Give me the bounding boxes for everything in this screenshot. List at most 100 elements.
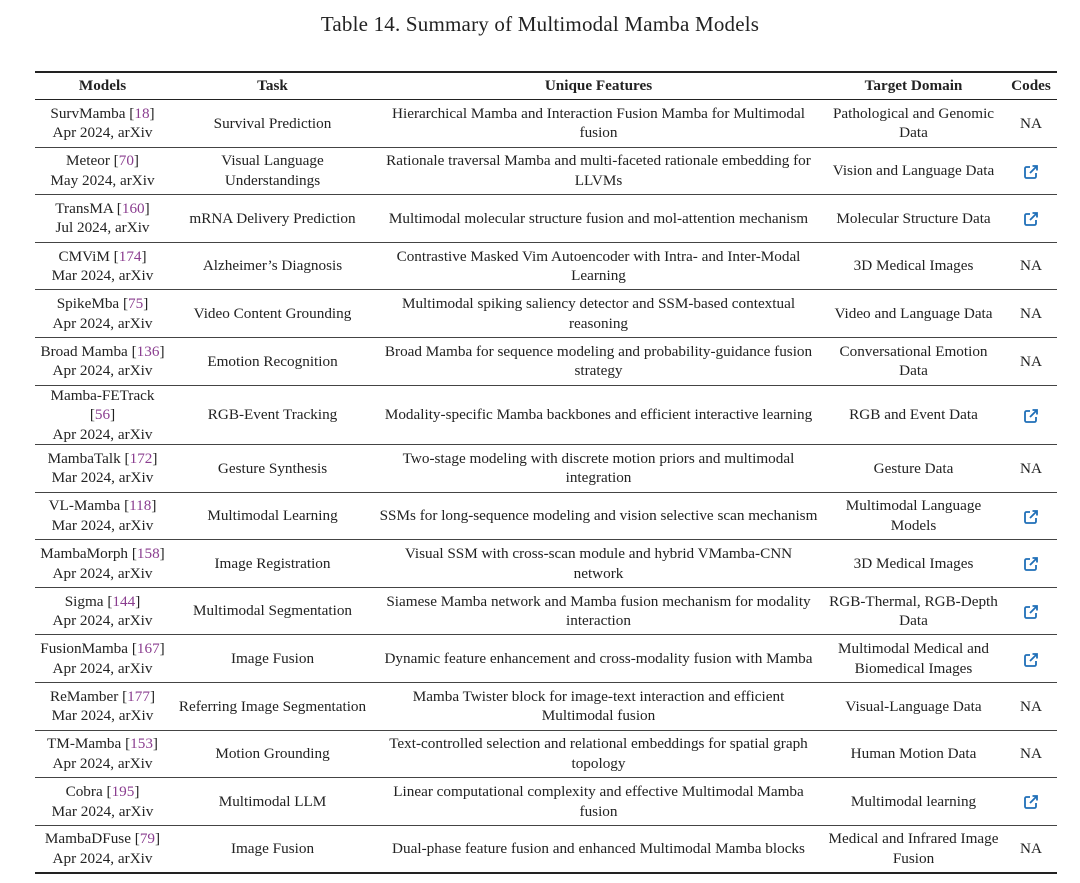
- reference-link[interactable]: 153: [130, 735, 153, 753]
- reference-link[interactable]: 136: [136, 342, 160, 360]
- task-cell: Video Content Grounding: [193, 304, 352, 322]
- codes-cell: [1005, 635, 1057, 683]
- model-name: VL-Mamba: [48, 497, 121, 515]
- model-name: TransMA: [55, 199, 113, 217]
- task-cell: Multimodal LLM: [218, 792, 327, 810]
- codes-cell: NA: [1005, 683, 1057, 731]
- external-link-icon[interactable]: [1023, 604, 1039, 620]
- model-cell: Cobra [195] Mar 2024, arXiv: [51, 783, 154, 820]
- external-link-icon[interactable]: [1023, 794, 1039, 810]
- features-cell: Hierarchical Mamba and Interaction Fusio…: [392, 104, 805, 142]
- table-row: TransMA [160] Jul 2024, arXiv mRNA Delive…: [35, 195, 1057, 243]
- model-cell: TM-Mamba [153] Apr 2024, arXiv: [47, 735, 158, 772]
- external-link-icon[interactable]: [1023, 556, 1039, 572]
- model-date: Apr 2024, arXiv: [52, 124, 153, 142]
- task-cell: Image Fusion: [230, 649, 315, 667]
- reference-link[interactable]: 144: [112, 592, 136, 610]
- table-row: Cobra [195] Mar 2024, arXiv Multimodal LL…: [35, 778, 1057, 826]
- code-na: NA: [1020, 840, 1042, 858]
- domain-cell: Visual-Language Data: [845, 697, 982, 715]
- task-cell: Survival Prediction: [213, 114, 332, 132]
- model-cell: Broad Mamba [136] Apr 2024, arXiv: [40, 342, 165, 380]
- reference-link[interactable]: 18: [134, 104, 150, 122]
- header-task: Task: [257, 77, 288, 95]
- model-date: Apr 2024, arXiv: [52, 659, 153, 677]
- task-cell: Image Fusion: [230, 840, 315, 858]
- task-cell: RGB-Event Tracking: [207, 406, 338, 424]
- reference-link[interactable]: 70: [118, 152, 134, 170]
- code-na: NA: [1020, 352, 1042, 370]
- domain-cell: Conversational Emotion Data: [839, 342, 988, 380]
- features-cell: SSMs for long-sequence modeling and visi…: [379, 507, 818, 525]
- model-date: Apr 2024, arXiv: [52, 849, 153, 867]
- reference-link[interactable]: 79: [139, 830, 156, 848]
- codes-cell: NA: [1005, 730, 1057, 778]
- model-date: Mar 2024, arXiv: [51, 802, 154, 820]
- codes-cell: NA: [1005, 290, 1057, 338]
- features-cell: Contrastive Masked Vim Autoencoder with …: [396, 247, 801, 285]
- table-row: CMViM [174] Mar 2024, arXiv Alzheimer’s D…: [35, 242, 1057, 290]
- external-link-icon[interactable]: [1023, 408, 1039, 424]
- features-cell: Visual SSM with cross-scan module and hy…: [404, 545, 793, 582]
- reference-link[interactable]: 56: [94, 406, 111, 424]
- reference-link[interactable]: 177: [127, 687, 150, 705]
- codes-cell: [1005, 492, 1057, 540]
- model-name: MambaTalk: [47, 449, 121, 467]
- table-row: MambaTalk [172] Mar 2024, arXiv Gesture S…: [35, 445, 1057, 493]
- model-cell: MambaDFuse [79] Apr 2024, arXiv: [44, 830, 161, 867]
- external-link-icon[interactable]: [1023, 164, 1039, 180]
- reference-link[interactable]: 195: [111, 783, 135, 801]
- model-name: Meteor: [66, 152, 110, 170]
- codes-cell: NA: [1005, 337, 1057, 385]
- task-cell: Multimodal Learning: [207, 507, 338, 525]
- model-cell: VL-Mamba [118] Mar 2024, arXiv: [48, 497, 157, 534]
- codes-cell: [1005, 540, 1057, 588]
- model-cell: Mamba-FETrack [56] Apr 2024, arXiv: [50, 386, 155, 443]
- task-cell: Motion Grounding: [215, 745, 330, 763]
- task-cell: Image Registration: [214, 554, 331, 572]
- features-cell: Linear computational complexity and effe…: [393, 783, 804, 820]
- header-models: Models: [78, 77, 127, 95]
- reference-link[interactable]: 167: [136, 640, 160, 658]
- features-cell: Broad Mamba for sequence modeling and pr…: [384, 342, 813, 380]
- features-cell: Modality-specific Mamba backbones and ef…: [384, 406, 813, 424]
- reference-link[interactable]: 75: [128, 295, 144, 313]
- external-link-icon[interactable]: [1023, 509, 1039, 525]
- features-cell: Rationale traversal Mamba and multi-face…: [386, 152, 811, 189]
- model-date: Apr 2024, arXiv: [52, 425, 153, 443]
- external-link-icon[interactable]: [1023, 211, 1039, 227]
- model-date: Mar 2024, arXiv: [51, 516, 154, 534]
- features-cell: Two-stage modeling with discrete motion …: [402, 449, 795, 487]
- codes-cell: [1005, 195, 1057, 243]
- task-cell: Visual Language Understandings: [221, 152, 324, 189]
- reference-link[interactable]: 174: [118, 247, 142, 265]
- task-cell: Multimodal Segmentation: [192, 602, 353, 620]
- domain-cell: Medical and Infrared Image Fusion: [828, 830, 999, 867]
- model-cell: TransMA [160] Jul 2024, arXiv: [55, 199, 150, 237]
- model-name: MambaMorph: [40, 545, 129, 563]
- features-cell: Multimodal spiking saliency detector and…: [401, 295, 796, 332]
- domain-cell: Molecular Structure Data: [836, 209, 991, 227]
- domain-cell: 3D Medical Images: [853, 554, 974, 572]
- model-date: Apr 2024, arXiv: [52, 754, 153, 772]
- codes-cell: NA: [1005, 242, 1057, 290]
- reference-link[interactable]: 160: [121, 199, 145, 217]
- table-row: MambaMorph [158] Apr 2024, arXiv Image Re…: [35, 540, 1057, 588]
- codes-cell: [1005, 385, 1057, 445]
- table-row: SpikeMba [75] Apr 2024, arXiv Video Conte…: [35, 290, 1057, 338]
- reference-link[interactable]: 158: [136, 545, 160, 563]
- reference-link[interactable]: 172: [129, 449, 153, 467]
- domain-cell: Multimodal learning: [850, 792, 977, 810]
- table-row: SurvMamba [18] Apr 2024, arXiv Survival P…: [35, 100, 1057, 148]
- reference-link[interactable]: 118: [129, 497, 152, 515]
- code-na: NA: [1020, 459, 1042, 477]
- model-name: SurvMamba: [50, 104, 126, 122]
- features-cell: Multimodal molecular structure fusion an…: [388, 209, 809, 227]
- table-row: ReMamber [177] Mar 2024, arXiv Referring …: [35, 683, 1057, 731]
- code-na: NA: [1020, 257, 1042, 275]
- external-link-icon[interactable]: [1023, 652, 1039, 668]
- model-cell: Sigma [144] Apr 2024, arXiv: [52, 592, 153, 630]
- table-row: MambaDFuse [79] Apr 2024, arXiv Image Fus…: [35, 825, 1057, 873]
- models-table: Models Task Unique Features Target Domai…: [35, 71, 1057, 874]
- domain-cell: Multimodal Medical and Biomedical Images: [838, 640, 989, 677]
